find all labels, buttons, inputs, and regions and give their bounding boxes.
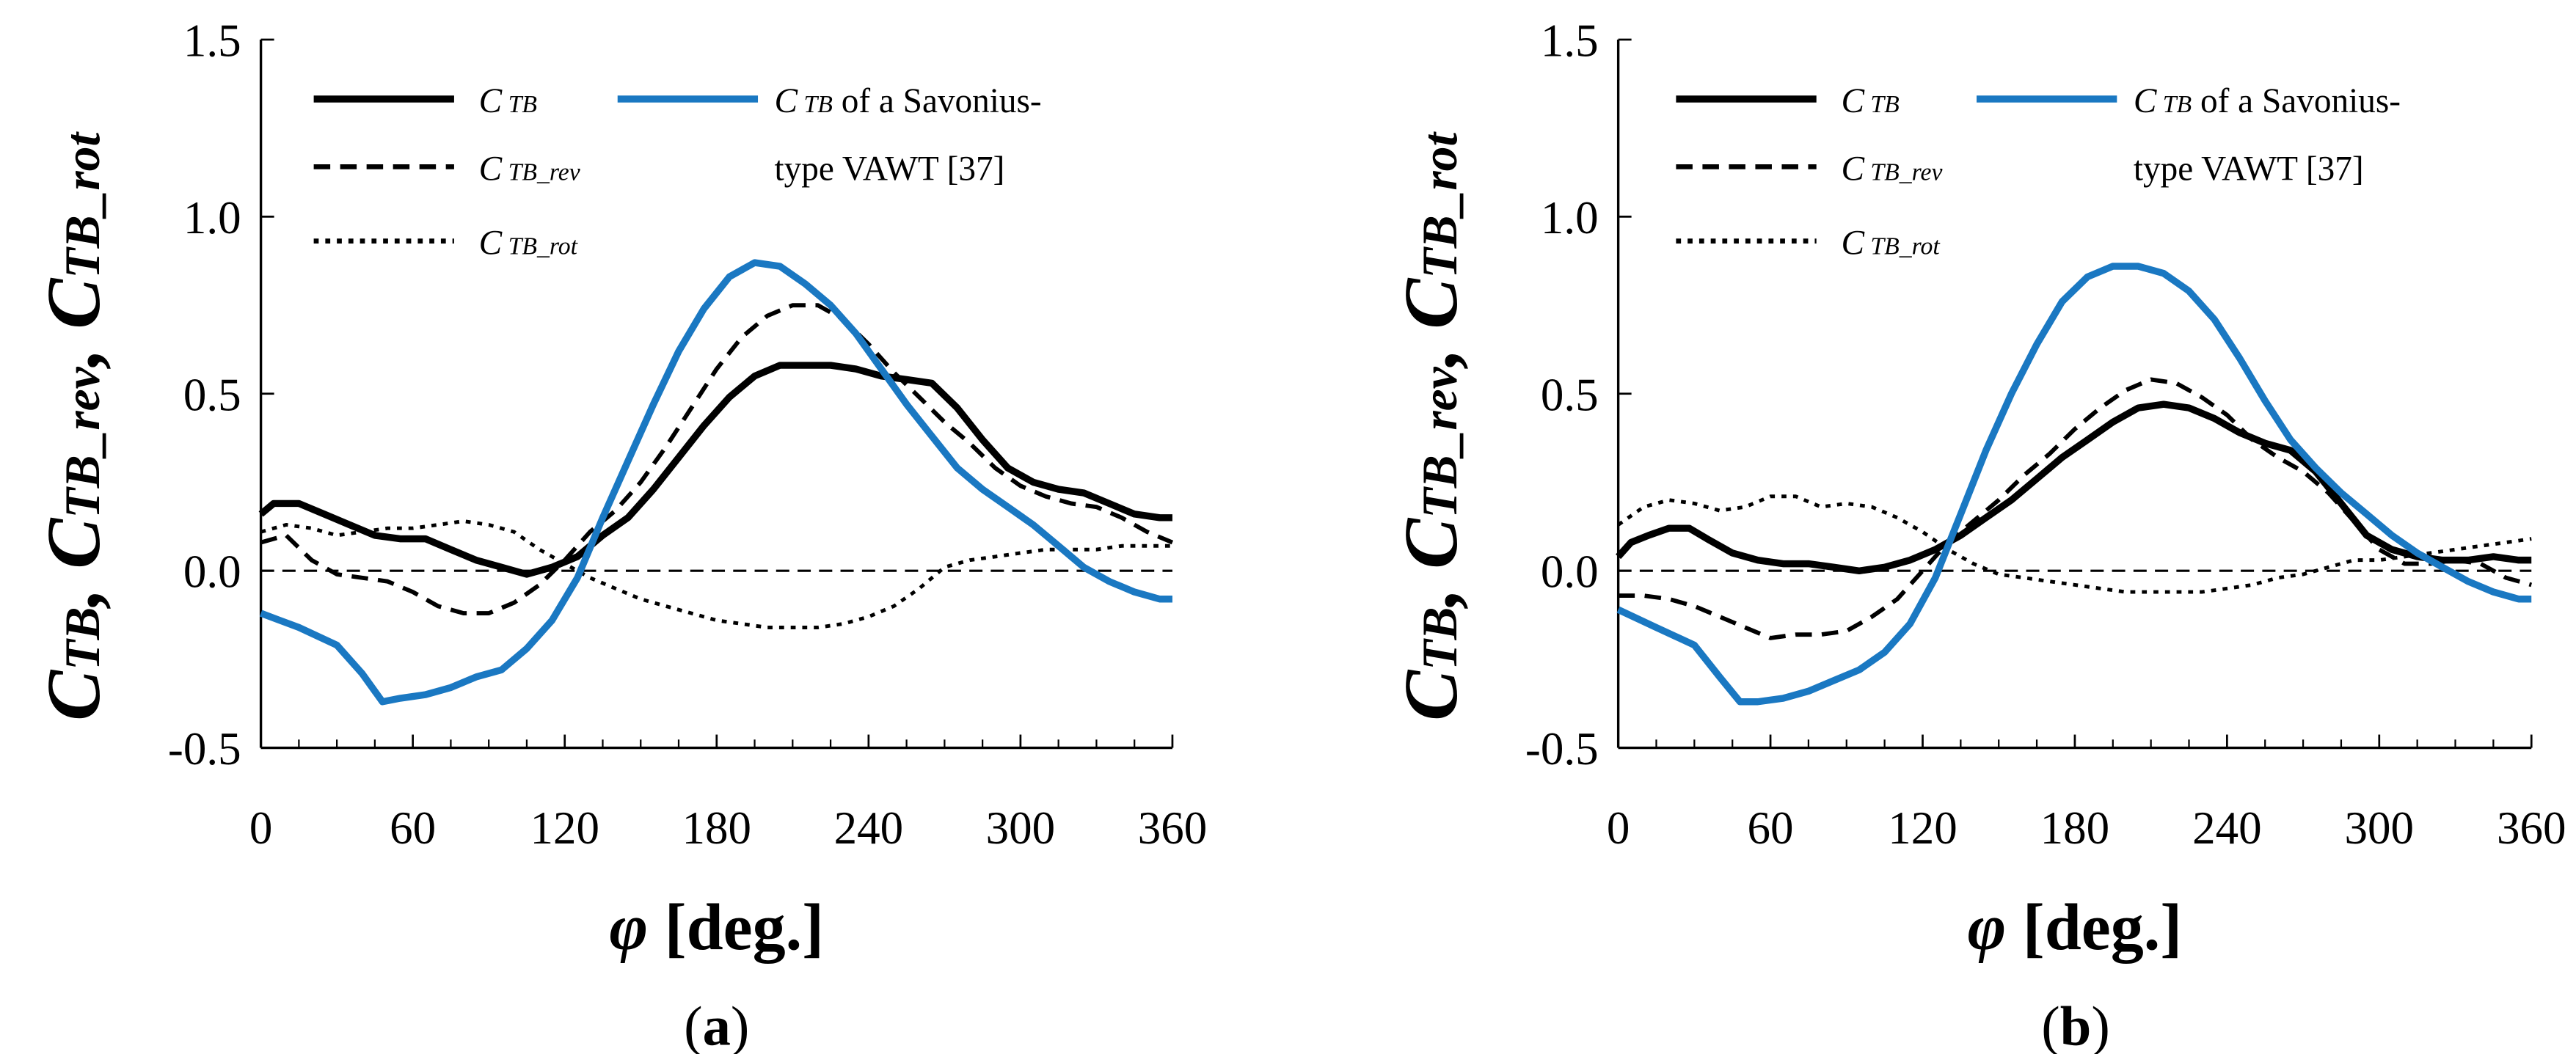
x-axis-label-unit: [deg.] [2006,891,2182,964]
x-tick-label: 0 [249,802,273,854]
x-tick-label: 120 [530,802,599,854]
legend-label-ctb-savonius: C TB of a Savonius- [2134,82,2401,120]
legend-label-ctb-rev: C TB_rev [479,150,580,188]
y-axis-label-symbol: , C [1390,278,1473,370]
y-axis-label-symbol: C [1390,670,1473,721]
x-tick-label: 360 [1138,802,1208,854]
y-axis-label-subscript: TB_rev [1412,366,1467,518]
legend-subscript: TB_rev [502,158,580,186]
legend-subscript: TB [2156,91,2192,118]
y-tick-label: 1.5 [183,15,241,67]
y-axis-label-symbol: C [32,670,116,721]
legend-label-ctb-savonius: C TB of a Savonius- [775,82,1042,120]
series-line-ctb [258,362,1172,578]
y-axis-label-subscript: TB_rot [1412,131,1467,279]
legend-label-ctb: C TB [479,82,537,120]
y-axis-label-subscript: TB_rot [55,131,110,279]
x-tick-label: 180 [2040,802,2110,854]
legend-text: of a Savonius- [2192,82,2401,120]
legend-label-ctb-rot: C TB_rot [1841,224,1941,263]
x-tick-label: 180 [682,802,751,854]
panel-caption: (b) [2041,995,2110,1054]
x-tick-label: 120 [1888,802,1957,854]
y-axis-label-symbol: , C [1390,518,1473,610]
y-tick-label: 0.5 [1541,369,1599,420]
panel-caption-letter: b [2060,995,2092,1054]
panel-caption-letter: a [703,995,731,1054]
y-tick-label: 1.0 [183,192,241,244]
legend-symbol: C [775,82,798,120]
legend-symbol: C [1841,82,1864,120]
panel-caption-paren: ( [2041,995,2059,1054]
y-axis-label-symbol: , C [32,278,116,370]
y-tick-label: 0.5 [183,369,241,420]
series-line-ctb-rot [260,519,1172,629]
y-axis-label-subscript: TB_rev [55,366,110,518]
x-axis-label-unit: [deg.] [648,891,824,964]
x-tick-label: 300 [986,802,1056,854]
legend-subscript: TB [502,91,537,118]
x-tick-label: 240 [2192,802,2262,854]
series-line-ctb [1616,400,2532,574]
legend-symbol: C [1841,224,1864,263]
panel-caption-paren: ( [684,995,702,1054]
x-tick-label: 60 [1748,802,1794,854]
legend-label-ctb-rot: C TB_rot [479,224,579,263]
legend-label-ctb: C TB [1841,82,1899,120]
y-tick-label: 1.5 [1541,15,1599,67]
panel-b: 0 60 120 180 240 300 360-0.50.00.51.01.5C TBC … [1390,15,2566,1054]
legend-label-ctb-savonius-line2: type VAWT [37] [2134,150,2364,188]
y-tick-label: -0.5 [168,723,241,775]
x-tick-label: 0 [1607,802,1630,854]
y-tick-label: 0.0 [1541,546,1599,598]
legend-label-ctb-savonius-line2: type VAWT [37] [775,150,1005,188]
y-axis-label-symbol: , C [32,518,116,610]
series-line-ctb-rev [260,303,1174,616]
y-axis-label: CTB, CTB_rev, CTB_rot [32,131,116,721]
y-axis-label: CTB, CTB_rev, CTB_rot [1390,131,1473,721]
panel-caption-paren: ) [731,995,749,1054]
x-tick-label: 300 [2345,802,2415,854]
legend-text: of a Savonius- [833,82,1042,120]
y-axis-label-subscript: TB [55,607,110,670]
legend-symbol: C [479,224,503,263]
series-line-ctb-savonius [1616,263,2532,706]
legend-symbol: C [1841,150,1864,188]
panel-caption-paren: ) [2091,995,2109,1054]
legend-subscript: TB_rev [1864,158,1943,186]
legend-label-ctb-rev: C TB_rev [1841,150,1942,188]
panel-a: 0 60 120 180 240 300 360-0.50.00.51.01.5C TBC … [32,15,1207,1054]
series-line-ctb-rot [1617,494,2532,594]
panel-caption: (a) [684,995,749,1054]
legend-subscript: TB [1864,91,1900,118]
x-tick-label: 60 [390,802,436,854]
y-tick-label: -0.5 [1525,723,1599,775]
series-line-ctb-savonius [259,259,1172,706]
y-axis-label-subscript: TB [1412,607,1467,670]
x-tick-label: 360 [2497,802,2566,854]
y-tick-label: 1.0 [1541,192,1599,244]
legend-subscript: TB_rot [502,233,578,260]
series-line-ctb-rev [1618,377,2533,640]
legend-symbol: C [479,82,503,120]
x-tick-label: 240 [834,802,904,854]
x-axis-label: φ [deg.] [1968,891,2183,964]
x-axis-label-symbol: φ [609,891,648,964]
legend-subscript: TB [798,91,833,118]
x-axis-label: φ [deg.] [609,891,824,964]
x-axis-label-symbol: φ [1968,891,2007,964]
y-tick-label: 0.0 [183,546,241,598]
legend-symbol: C [2134,82,2157,120]
legend-subscript: TB_rot [1864,233,1941,260]
legend-symbol: C [479,150,503,188]
